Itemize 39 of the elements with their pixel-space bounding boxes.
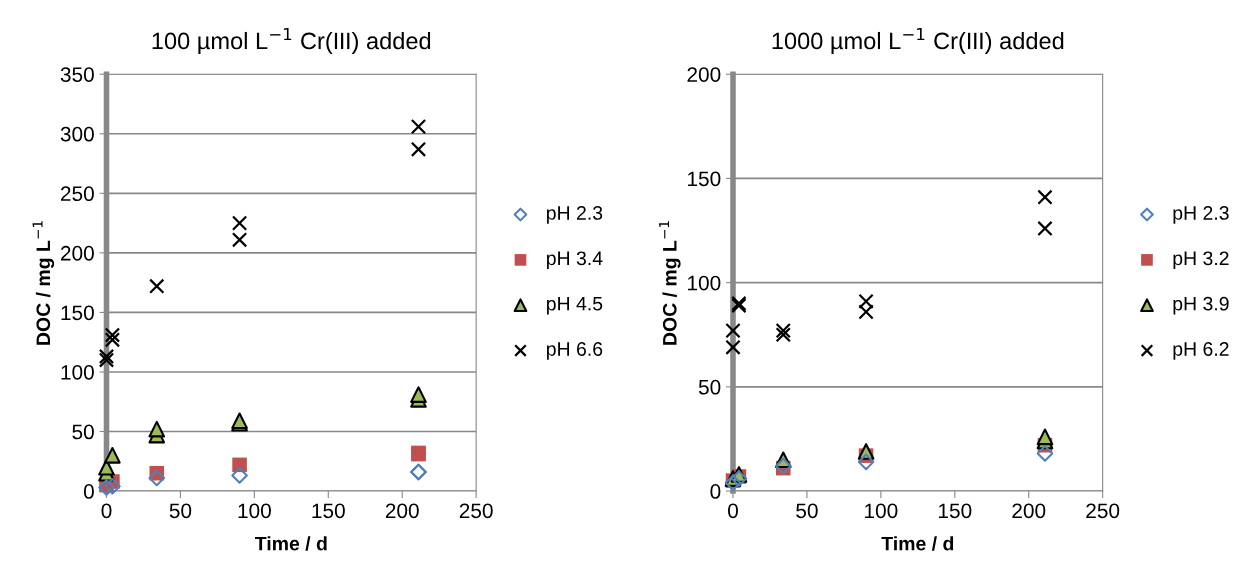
y-tick-label: 150 — [61, 305, 94, 321]
y-tick-label: 50 — [72, 424, 94, 440]
x-tick-label: 100 — [865, 503, 898, 519]
y-tick-label: 200 — [60, 245, 94, 261]
y-tick-label: 100 — [688, 275, 721, 291]
x-tick-label: 150 — [312, 503, 345, 519]
chart-title: 100 µmol L$^{−1}$ Cr(III) added — [152, 27, 431, 54]
y-tick-label: 200 — [687, 67, 721, 82]
legend-label: pH 3.2 — [1173, 251, 1229, 270]
x-axis-title: Time / d — [881, 536, 954, 551]
y-tick-label: 50 — [698, 379, 721, 395]
legend-label: pH 6.6 — [547, 342, 603, 360]
y-tick-label: 250 — [60, 186, 94, 202]
y-axis-title: DOC / mg L$^{−1}$ — [659, 221, 681, 345]
legend-label: pH 2.3 — [1173, 206, 1229, 224]
legend-label: pH 2.3 — [547, 206, 603, 224]
y-axis-title: DOC / mg L$^{−1}$ — [32, 221, 55, 345]
x-tick-label: 50 — [796, 503, 818, 519]
y-tick-label: 350 — [60, 67, 94, 82]
y-tick-label: 100 — [61, 364, 94, 380]
legend-label: pH 4.5 — [547, 296, 603, 315]
x-tick-label: 150 — [939, 503, 972, 519]
y-tick-label: 0 — [83, 484, 94, 499]
x-tick-label: 200 — [1012, 503, 1046, 519]
legend-label: pH 3.4 — [547, 251, 603, 270]
y-tick-label: 0 — [710, 484, 721, 499]
x-tick-label: 250 — [1086, 503, 1120, 519]
x-axis-title: Time / d — [254, 536, 327, 551]
y-tick-label: 150 — [688, 171, 721, 187]
x-tick-label: 0 — [728, 503, 738, 519]
legend-label: pH 6.2 — [1173, 342, 1229, 360]
x-tick-label: 100 — [238, 503, 271, 519]
x-tick-label: 200 — [385, 503, 419, 519]
chart-title: 1000 µmol L$^{−1}$ Cr(III) added — [772, 27, 1064, 54]
x-tick-label: 50 — [169, 503, 192, 519]
y-tick-label: 300 — [60, 126, 94, 142]
legend-label: pH 3.9 — [1173, 296, 1229, 315]
x-tick-label: 0 — [101, 503, 112, 519]
x-tick-label: 250 — [459, 503, 493, 519]
